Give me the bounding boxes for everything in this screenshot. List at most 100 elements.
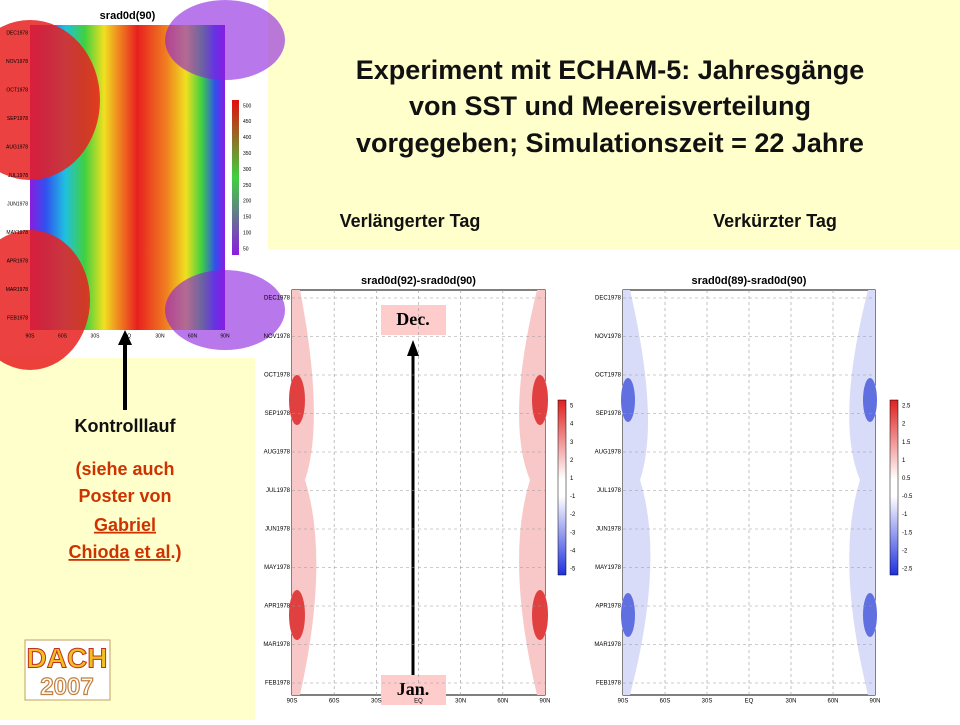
y-tick-label: MAY1978 [6,230,28,236]
y-tick-label: JUL1978 [597,488,622,494]
logo-box [24,639,111,701]
link[interactable]: Gabriel [94,515,156,535]
title-line: vorgegeben; Simulationszeit = 22 Jahre [356,128,864,158]
x-tick-label: 60N [188,333,198,339]
arrow-label: Dec. [396,309,429,329]
x-tick-label: 90S [618,699,629,705]
anomaly-core [863,378,877,422]
colorbar-label: 200 [243,199,252,205]
colorbar [889,399,899,576]
x-tick-label: 90N [869,699,880,705]
y-tick-label: MAR1978 [594,642,621,648]
heat-blob [0,20,100,180]
y-tick-label: APR1978 [595,604,621,610]
x-tick-label: 30S [371,699,382,705]
x-tick-label: 90N [539,699,550,705]
x-tick-label: 60S [329,699,340,705]
link[interactable]: Chioda [68,542,130,562]
y-tick-label: JUL1978 [8,173,28,179]
heat-blob [0,230,90,370]
y-tick-label: NOV1978 [6,59,28,65]
colorbar-label: 1 [902,458,906,464]
anomaly-core [289,590,305,640]
colorbar-label: 2 [902,422,906,428]
colorbar-label: 450 [243,119,252,125]
colorbar-label: -1 [902,512,908,518]
y-tick-label: SEP1978 [7,116,28,122]
y-tick-label: AUG1978 [595,450,622,456]
plot-title: srad0d(89)-srad0d(90) [692,275,807,287]
anomaly-core [532,590,548,640]
label-box [381,675,446,705]
arrow-head [407,340,419,356]
colorbar-label: 250 [243,183,252,189]
plot-title: srad0d(90) [100,10,156,22]
y-tick-label: NOV1978 [264,334,291,340]
y-tick-label: MAY1978 [595,565,622,571]
y-tick-label: FEB1978 [596,681,622,687]
y-tick-label: JUN1978 [7,201,28,207]
y-tick-label: JUN1978 [265,527,291,533]
colorbar-label: 150 [243,215,252,221]
plot-title: srad0d(92)-srad0d(90) [361,275,476,287]
x-tick-label: 60N [497,699,508,705]
x-tick-label: EQ [745,699,754,705]
x-tick-label: EQ [414,699,423,705]
title-line: Experiment mit ECHAM-5: Jahresgänge [356,55,865,85]
colorbar-label: -5 [570,567,576,573]
anomaly-core [289,375,305,425]
colorbar-label: -1 [570,494,576,500]
y-tick-label: MAR1978 [263,642,290,648]
colorbar-label: 500 [243,103,252,109]
x-tick-label: 30N [785,699,796,705]
logo-text: 2007 [40,673,93,700]
note: Poster von [78,486,171,506]
colorbar [557,399,567,576]
anomaly-core [532,375,548,425]
colorbar-label: 350 [243,151,252,157]
y-tick-label: APR1978 [264,604,290,610]
x-tick-label: 90S [287,699,298,705]
title-line: von SST und Meereisverteilung [409,91,811,121]
link[interactable]: et al [134,542,170,562]
colorbar-label: -3 [570,530,576,536]
y-tick-label: SEP1978 [265,411,291,417]
y-tick-label: SEP1978 [596,411,622,417]
x-tick-label: EQ [124,333,131,339]
colorbar-label: 50 [243,246,249,252]
colorbar-label: 5 [570,404,574,410]
x-tick-label: 30S [702,699,713,705]
colorbar-label: 4 [570,422,574,428]
arrow-label: Jan. [397,679,430,699]
anomaly-core [621,378,635,422]
y-tick-label: MAR1978 [6,287,28,293]
heat-blob [165,270,285,350]
colorbar-label: -2.5 [902,567,913,573]
y-tick-label: FEB1978 [265,681,291,687]
x-tick-label: 60S [660,699,671,705]
colorbar-label: 100 [243,230,252,236]
note: (siehe auch [75,459,174,479]
colorbar-label: 300 [243,167,252,173]
colorbar-label: -2 [570,512,576,518]
y-tick-label: FEB1978 [7,315,28,321]
note: .) [171,542,182,562]
arrow-head [118,330,132,345]
x-tick-label: 90N [220,333,230,339]
y-tick-label: DEC1978 [595,296,622,302]
y-tick-label: NOV1978 [595,334,622,340]
colorbar-label: -0.5 [902,494,913,500]
x-tick-label: 30S [91,333,101,339]
y-tick-label: AUG1978 [6,144,28,150]
note-line: Chioda et al.) [68,542,181,562]
x-tick-label: 30N [455,699,466,705]
colorbar-label: 3 [570,440,574,446]
colorbar-label: 2.5 [902,404,911,410]
control-label: Kontrolllauf [75,416,177,436]
column-label: Verlängerter Tag [340,211,481,231]
x-tick-label: 90S [26,333,36,339]
y-tick-label: DEC1978 [6,30,28,36]
x-tick-label: 30N [155,333,165,339]
colorbar-label: -1.5 [902,530,913,536]
